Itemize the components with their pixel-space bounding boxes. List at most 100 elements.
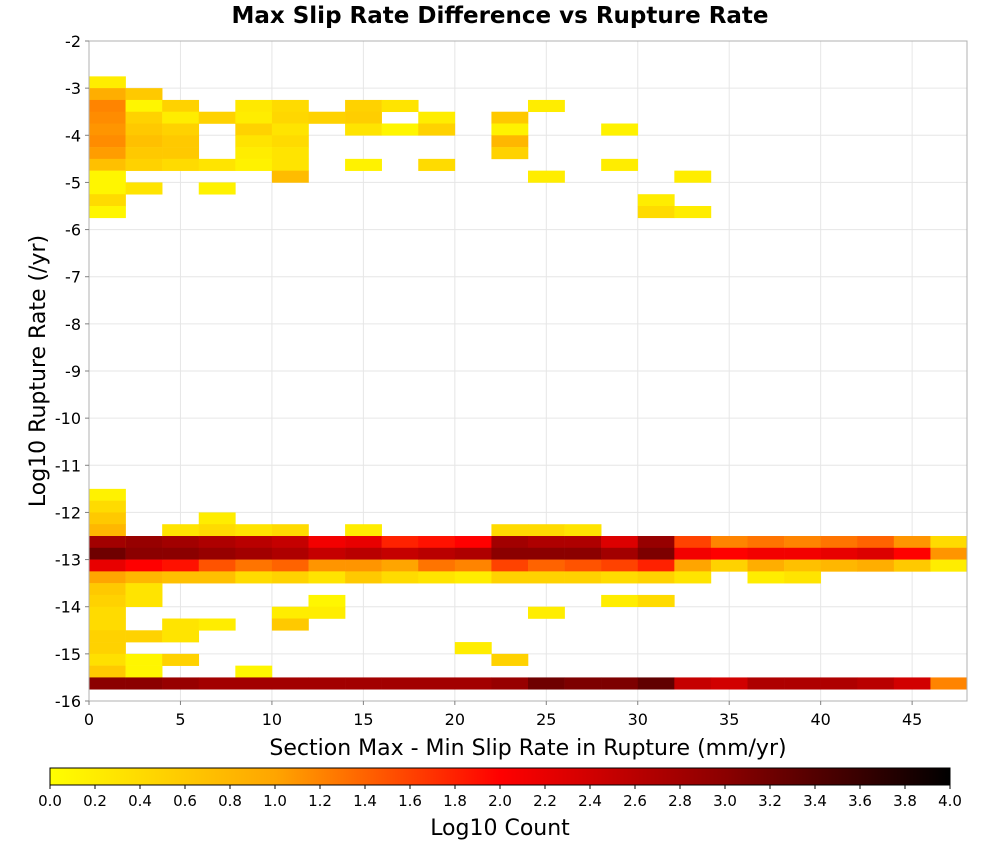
- y-axis-label: Log10 Rupture Rate (/yr): [26, 235, 51, 507]
- heatmap-cell: [528, 559, 565, 572]
- heatmap-cell: [162, 123, 200, 136]
- heatmap-cell: [528, 571, 565, 584]
- colorbar-tick-label: 1.6: [398, 792, 422, 810]
- y-tick-label: -2: [65, 32, 81, 51]
- heatmap-cell: [89, 594, 126, 608]
- heatmap-cell: [235, 571, 273, 584]
- heatmap-cell: [564, 547, 602, 560]
- heatmap-cell: [491, 653, 529, 666]
- y-tick-label: -6: [65, 221, 81, 240]
- heatmap-cell: [271, 123, 309, 136]
- heatmap-cell: [271, 111, 309, 124]
- heatmap-cell: [454, 547, 492, 560]
- heatmap-cell: [491, 547, 529, 560]
- colorbar-tick-label: 2.2: [533, 792, 557, 810]
- heatmap-cell: [381, 571, 419, 584]
- heatmap-cell: [162, 536, 200, 549]
- heatmap-cell: [198, 547, 236, 560]
- heatmap-cell: [271, 524, 309, 537]
- colorbar-tick-label: 2.4: [578, 792, 602, 810]
- heatmap-cell: [125, 147, 163, 160]
- y-tick-label: -13: [55, 551, 81, 570]
- heatmap-cell: [381, 99, 419, 113]
- heatmap-cell: [89, 665, 126, 678]
- y-tick-label: -9: [65, 362, 81, 381]
- heatmap-cell: [564, 524, 602, 537]
- x-tick-label: 25: [536, 710, 556, 729]
- heatmap-cell: [345, 547, 382, 560]
- heatmap-cell: [125, 677, 163, 690]
- y-tick-label: -12: [55, 503, 81, 522]
- heatmap-cell: [235, 147, 273, 160]
- heatmap-cell: [125, 665, 163, 678]
- colorbar-tick-label: 1.2: [308, 792, 332, 810]
- heatmap-cell: [89, 182, 126, 195]
- heatmap-cell: [125, 571, 163, 584]
- colorbar-tick-label: 3.2: [758, 792, 782, 810]
- heatmap-cell: [710, 677, 748, 690]
- heatmap-cell: [271, 135, 309, 148]
- heatmap-cell: [637, 594, 675, 608]
- heatmap-cell: [89, 123, 126, 136]
- heatmap-cell: [637, 547, 675, 560]
- heatmap-cell: [125, 182, 163, 195]
- heatmap-cell: [637, 536, 675, 549]
- heatmap-cell: [162, 135, 200, 148]
- heatmap-cell: [528, 606, 565, 619]
- x-tick-label: 10: [262, 710, 282, 729]
- heatmap-cell: [710, 547, 748, 560]
- heatmap-cell: [89, 571, 126, 584]
- heatmap-cell: [271, 606, 309, 619]
- heatmap-cell: [930, 536, 968, 549]
- heatmap-cell: [198, 524, 236, 537]
- heatmap-cell: [235, 158, 273, 171]
- heatmap-cell: [271, 559, 309, 572]
- heatmap-cell: [491, 571, 529, 584]
- heatmap-cell: [198, 182, 236, 195]
- heatmap-cell: [820, 547, 858, 560]
- heatmap-cell: [198, 158, 236, 171]
- heatmap-cell: [125, 111, 163, 124]
- heatmap-cell: [235, 524, 273, 537]
- heatmap-cell: [747, 536, 785, 549]
- colorbar-tick-label: 3.6: [848, 792, 872, 810]
- heatmap-cell: [674, 677, 712, 690]
- heatmap-cell: [308, 606, 346, 619]
- y-axis-ticks: -2 -3 -4 -5 -6 -7 -8 -9 -10 -11 -12 -13 -14 -15 -16: [55, 32, 89, 711]
- heatmap-cell: [89, 158, 126, 171]
- heatmap-cell: [162, 547, 200, 560]
- heatmap-cell: [345, 123, 382, 136]
- heatmap-cell: [235, 111, 273, 124]
- heatmap-cell: [162, 653, 200, 666]
- colorbar-tick-label: 0.2: [83, 792, 107, 810]
- y-tick-label: -5: [65, 173, 81, 192]
- heatmap-cell: [89, 135, 126, 148]
- heatmap-cell: [162, 677, 200, 690]
- heatmap-cell: [125, 630, 163, 643]
- heatmap-cell: [491, 559, 529, 572]
- heatmap-cell: [784, 571, 821, 584]
- heatmap-cell: [564, 571, 602, 584]
- heatmap-cell: [418, 123, 456, 136]
- heatmap-cell: [857, 677, 895, 690]
- heatmap-cell: [418, 677, 456, 690]
- colorbar-tick-label: 4.0: [938, 792, 962, 810]
- heatmap-cell: [345, 111, 382, 124]
- heatmap-cell: [271, 536, 309, 549]
- heatmap-cell: [89, 618, 126, 631]
- heatmap-cell: [271, 147, 309, 160]
- y-tick-label: -16: [55, 692, 81, 711]
- heatmap-cell: [491, 677, 529, 690]
- colorbar-tick-label: 0.4: [128, 792, 152, 810]
- heatmap-cell: [89, 147, 126, 160]
- colorbar-tick-label: 0.8: [218, 792, 242, 810]
- heatmap-cell: [491, 123, 529, 136]
- heatmap-cell: [89, 536, 126, 549]
- heatmap-cell: [89, 111, 126, 124]
- heatmap-cell: [820, 677, 858, 690]
- heatmap-cell: [89, 606, 126, 619]
- heatmap-cell: [381, 559, 419, 572]
- y-tick-label: -7: [65, 268, 81, 287]
- heatmap-cell: [491, 111, 529, 124]
- heatmap-cell: [308, 559, 346, 572]
